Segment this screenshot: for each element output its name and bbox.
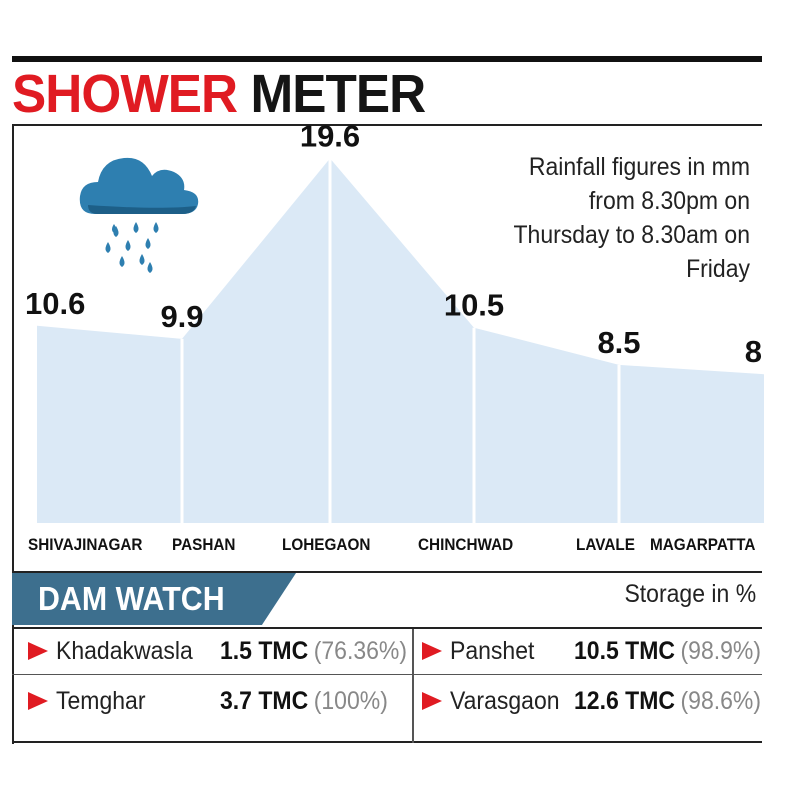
category-label: LOHEGAON (282, 535, 371, 554)
dam-name: Khadakwasla (56, 636, 193, 665)
value-label: 19.6 (300, 118, 360, 153)
page-title: SHOWER METER (12, 62, 426, 126)
rain-drop (125, 240, 131, 251)
dam-watch-title: DAM WATCH (38, 580, 225, 617)
arrow-icon (422, 692, 442, 710)
dam-row-panshet: Panshet 10.5 TMC (98.9%) (422, 626, 762, 676)
dam-row-khadakwasla: Khadakwasla 1.5 TMC (76.36%) (28, 626, 408, 676)
rain-drop (119, 256, 125, 267)
arrow-icon (28, 692, 48, 710)
dam-row-temghar: Temghar 3.7 TMC (100%) (28, 676, 408, 726)
arrow-icon (28, 642, 48, 660)
dam-divider-middle (12, 674, 762, 675)
rain-drop (139, 254, 145, 265)
dam-row-varasgaon: Varasgaon 12.6 TMC (98.6%) (422, 676, 762, 726)
dam-watch-band (12, 571, 762, 627)
dam-storage: 3.7 TMC (100%) (220, 686, 388, 715)
dam-storage: 12.6 TMC (98.6%) (574, 686, 762, 715)
arrow-icon (422, 642, 442, 660)
dam-storage: 1.5 TMC (76.36%) (220, 636, 408, 665)
title-black-word: METER (250, 64, 426, 124)
dam-divider-top (12, 627, 762, 629)
storage-unit-note: Storage in % (624, 580, 756, 608)
dam-name: Varasgaon (450, 686, 560, 715)
category-label: PASHAN (172, 535, 236, 554)
top-rule (12, 56, 762, 62)
value-label: 8.5 (597, 325, 640, 360)
title-rule (12, 124, 762, 126)
value-label: 10.5 (444, 288, 504, 323)
category-label: MAGARPATTA (650, 535, 756, 554)
category-label: LAVALE (576, 535, 635, 554)
category-label: SHIVAJINAGAR (28, 535, 143, 554)
rain-drop (105, 242, 111, 253)
dam-column-divider (412, 629, 414, 743)
dam-divider-bottom (12, 741, 762, 743)
rain-cloud-icon (79, 157, 199, 273)
rain-drop (153, 222, 159, 233)
left-rule (12, 124, 14, 744)
category-label: CHINCHWAD (418, 535, 514, 554)
rain-drop (133, 222, 139, 233)
rain-drop (147, 262, 153, 273)
dam-storage: 10.5 TMC (98.9%) (574, 636, 762, 665)
value-label: 8 (745, 334, 762, 369)
dam-watch-tab (12, 573, 296, 625)
rain-drop (113, 226, 119, 237)
dam-name: Temghar (56, 686, 146, 715)
rain-drop (145, 238, 151, 249)
rainfall-note: Rainfall figures in mm from 8.30pm on Th… (513, 153, 750, 283)
dam-name: Panshet (450, 636, 535, 665)
value-label: 10.6 (25, 286, 85, 321)
rainfall-area (37, 158, 764, 523)
value-label: 9.9 (160, 299, 203, 334)
title-red-word: SHOWER (12, 64, 238, 124)
